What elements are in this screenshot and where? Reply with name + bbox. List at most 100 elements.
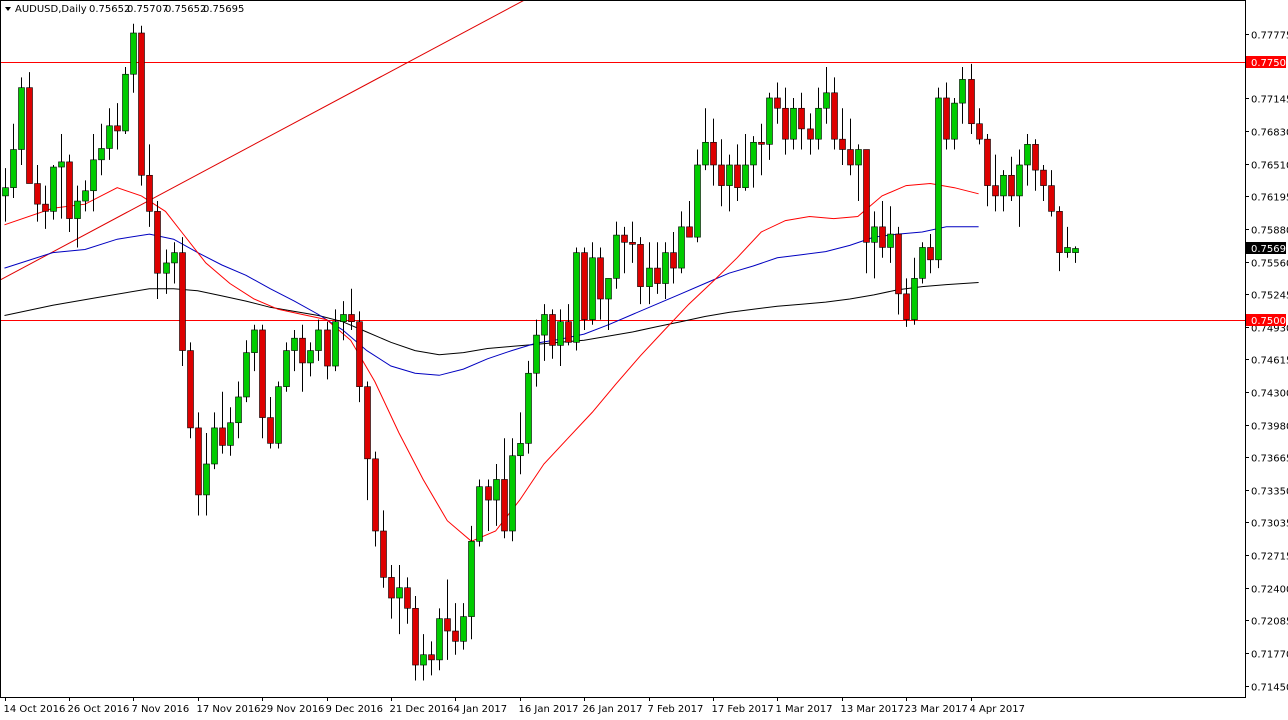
candle[interactable]	[943, 82, 950, 150]
candle[interactable]	[589, 242, 596, 325]
candle[interactable]	[782, 87, 789, 155]
candle[interactable]	[839, 108, 846, 165]
candle[interactable]	[831, 77, 838, 150]
candle[interactable]	[662, 242, 669, 300]
candle[interactable]	[855, 144, 862, 202]
candle[interactable]	[565, 304, 572, 346]
candle[interactable]	[227, 407, 234, 456]
candle[interactable]	[726, 154, 733, 212]
candle[interactable]	[50, 164, 57, 220]
candle[interactable]	[291, 329, 298, 372]
candle[interactable]	[629, 221, 636, 263]
candle[interactable]	[74, 185, 81, 248]
candle[interactable]	[388, 565, 395, 619]
candle[interactable]	[798, 92, 805, 150]
candle[interactable]	[815, 87, 822, 150]
candle[interactable]	[976, 108, 983, 145]
candle[interactable]	[1016, 149, 1023, 227]
candle[interactable]	[613, 221, 620, 289]
candle[interactable]	[807, 113, 814, 155]
candle[interactable]	[42, 185, 49, 229]
candle[interactable]	[1024, 134, 1031, 186]
candle[interactable]	[315, 319, 322, 361]
candle[interactable]	[1032, 139, 1039, 191]
candle[interactable]	[299, 324, 306, 392]
candle[interactable]	[718, 139, 725, 207]
candle[interactable]	[678, 211, 685, 274]
candle[interactable]	[307, 342, 314, 377]
candle[interactable]	[766, 92, 773, 160]
candle[interactable]	[82, 180, 89, 212]
candle[interactable]	[1000, 170, 1007, 212]
candle[interactable]	[163, 249, 170, 294]
candle[interactable]	[275, 381, 282, 449]
candle[interactable]	[219, 391, 226, 454]
candle[interactable]	[493, 463, 500, 526]
candle[interactable]	[485, 479, 492, 531]
candle[interactable]	[396, 565, 403, 635]
candle[interactable]	[243, 340, 250, 403]
candle[interactable]	[992, 154, 999, 212]
candle[interactable]	[1040, 164, 1047, 202]
candle[interactable]	[90, 134, 97, 212]
candle[interactable]	[468, 525, 475, 640]
candle[interactable]	[621, 226, 628, 274]
candle[interactable]	[114, 103, 121, 150]
candle[interactable]	[58, 134, 65, 219]
candle[interactable]	[26, 72, 33, 184]
candle[interactable]	[734, 144, 741, 202]
candle[interactable]	[428, 641, 435, 676]
candle[interactable]	[1008, 156, 1015, 202]
candle[interactable]	[549, 309, 556, 359]
candle[interactable]	[517, 412, 524, 475]
candle[interactable]	[259, 324, 266, 439]
dropdown-arrow-icon[interactable]	[5, 7, 11, 11]
candle[interactable]	[10, 123, 17, 198]
candle[interactable]	[340, 301, 347, 341]
candle[interactable]	[1056, 206, 1063, 272]
candle[interactable]	[2, 168, 9, 222]
candle[interactable]	[404, 577, 411, 624]
candle[interactable]	[332, 309, 339, 372]
candle[interactable]	[444, 579, 451, 660]
candle[interactable]	[758, 123, 765, 176]
candle[interactable]	[887, 206, 894, 263]
candle[interactable]	[154, 201, 161, 300]
candle[interactable]	[1072, 246, 1079, 263]
candle[interactable]	[750, 136, 757, 188]
candle[interactable]	[34, 164, 41, 222]
candle[interactable]	[436, 608, 443, 671]
candle[interactable]	[895, 226, 902, 315]
candle[interactable]	[710, 118, 717, 186]
candle[interactable]	[541, 304, 548, 361]
candle[interactable]	[203, 433, 210, 516]
candle[interactable]	[179, 237, 186, 367]
candle[interactable]	[324, 321, 331, 380]
candle[interactable]	[774, 82, 781, 124]
candle[interactable]	[959, 67, 966, 124]
candle[interactable]	[525, 360, 532, 454]
candle[interactable]	[122, 67, 129, 135]
candle[interactable]	[235, 381, 242, 439]
candle[interactable]	[251, 324, 258, 372]
candle[interactable]	[654, 242, 661, 294]
candle[interactable]	[694, 149, 701, 243]
candle[interactable]	[187, 342, 194, 439]
candle[interactable]	[605, 278, 612, 330]
candle[interactable]	[581, 247, 588, 330]
candle[interactable]	[356, 311, 363, 403]
candle[interactable]	[533, 319, 540, 387]
candle[interactable]	[927, 234, 934, 274]
candle[interactable]	[1048, 170, 1055, 217]
candle[interactable]	[509, 438, 516, 542]
candle[interactable]	[106, 108, 113, 160]
candle[interactable]	[879, 201, 886, 258]
candle[interactable]	[460, 603, 467, 650]
candle[interactable]	[557, 309, 564, 367]
candle[interactable]	[1064, 226, 1071, 258]
candle[interactable]	[138, 25, 145, 186]
candle[interactable]	[364, 381, 371, 501]
candle[interactable]	[903, 278, 910, 327]
candle[interactable]	[597, 247, 604, 320]
